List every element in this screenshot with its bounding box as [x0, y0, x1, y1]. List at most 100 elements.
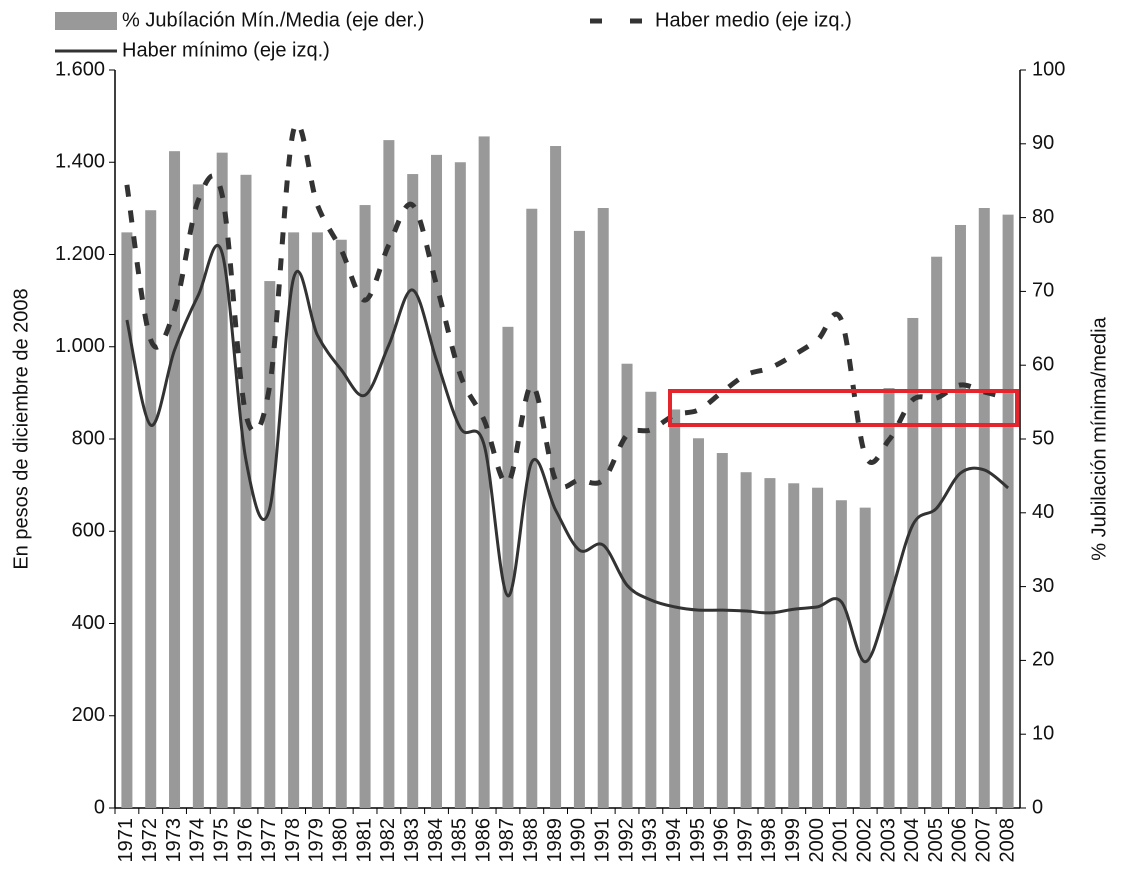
x-tick-label: 1980: [330, 818, 352, 863]
bar: [573, 230, 585, 808]
y2-tick-label: 0: [1032, 796, 1043, 818]
bar: [812, 487, 824, 808]
x-tick-label: 1997: [734, 818, 756, 863]
x-tick-label: 1984: [425, 818, 447, 863]
x-tick-label: 1985: [449, 818, 471, 863]
bar: [478, 136, 490, 809]
x-tick-label: 2002: [853, 818, 875, 863]
y-tick-label: 0: [94, 796, 105, 818]
x-tick-label: 2006: [949, 818, 971, 863]
x-tick-label: 1976: [234, 818, 256, 863]
legend-label: Haber medio (eje izq.): [655, 9, 852, 31]
bar: [359, 205, 371, 808]
bar: [383, 140, 395, 809]
y-tick-label: 1.000: [55, 335, 105, 357]
x-tick-label: 1994: [663, 818, 685, 863]
bar: [931, 256, 943, 808]
x-tick-label: 1981: [353, 818, 375, 863]
y2-tick-label: 80: [1032, 206, 1054, 228]
dashed-line: [124, 121, 1009, 490]
bar: [216, 152, 228, 808]
bar: [978, 208, 990, 809]
bar: [145, 210, 157, 809]
y2-tick-label: 40: [1032, 501, 1054, 523]
y-axis-label: En pesos de diciembre de 2008: [10, 288, 32, 569]
x-tick-label: 2008: [996, 818, 1018, 863]
bar: [240, 174, 252, 808]
bar: [740, 472, 752, 808]
bar: [526, 208, 538, 808]
x-tick-label: 2003: [877, 818, 899, 863]
y2-tick-label: 60: [1032, 353, 1054, 375]
legend-label: Haber mínimo (eje izq.): [122, 39, 330, 61]
bar: [169, 151, 181, 808]
x-tick-label: 1975: [210, 818, 232, 863]
x-tick-label: 1991: [592, 818, 614, 863]
bar: [835, 500, 847, 808]
y-tick-label: 1.600: [55, 58, 105, 80]
bar: [454, 162, 466, 808]
x-tick-label: 2000: [806, 818, 828, 863]
bar: [907, 317, 919, 808]
y2-tick-label: 10: [1032, 722, 1054, 744]
x-tick-label: 2001: [830, 818, 852, 863]
bar: [764, 478, 776, 808]
x-tick-label: 1987: [496, 818, 518, 863]
legend-label: % Jubílación Mín./Media (eje der.): [122, 9, 424, 31]
x-tick-label: 1973: [163, 818, 185, 863]
y2-tick-label: 20: [1032, 649, 1054, 671]
bar: [597, 208, 609, 809]
x-tick-label: 1993: [639, 818, 661, 863]
x-tick-label: 1982: [377, 818, 399, 863]
bar: [859, 507, 871, 808]
x-tick-label: 2004: [901, 818, 923, 863]
line: [125, 243, 1010, 664]
bar: [288, 232, 300, 809]
bar: [669, 409, 681, 808]
x-tick-label: 1999: [782, 818, 804, 863]
x-tick-label: 1971: [115, 818, 137, 863]
bar: [431, 154, 443, 808]
x-tick-label: 1989: [544, 818, 566, 863]
bar: [311, 232, 323, 809]
y-tick-label: 1.200: [55, 243, 105, 265]
x-tick-label: 1977: [258, 818, 280, 863]
y-tick-label: 800: [72, 427, 105, 449]
bar: [121, 232, 133, 809]
x-tick-label: 1990: [568, 818, 590, 863]
bar: [264, 281, 276, 808]
bar: [192, 184, 204, 808]
y-tick-label: 1.400: [55, 151, 105, 173]
x-tick-label: 1992: [615, 818, 637, 863]
x-tick-label: 2005: [925, 818, 947, 863]
bar: [716, 453, 728, 808]
y2-tick-label: 100: [1032, 58, 1065, 80]
bar: [954, 224, 966, 809]
bar: [692, 438, 704, 808]
legend-swatch: [55, 12, 117, 30]
x-tick-label: 1996: [711, 818, 733, 863]
bar: [407, 174, 419, 809]
x-tick-label: 1979: [306, 818, 328, 863]
x-tick-label: 2007: [973, 818, 995, 863]
x-tick-label: 1974: [187, 818, 209, 863]
x-tick-label: 1986: [472, 818, 494, 863]
y2-tick-label: 90: [1032, 132, 1054, 154]
x-tick-label: 1972: [139, 818, 161, 863]
highlight-box: [668, 389, 1019, 427]
y-tick-label: 400: [72, 612, 105, 634]
x-tick-label: 1998: [758, 818, 780, 863]
bar: [502, 326, 514, 808]
x-tick-label: 1995: [687, 818, 709, 863]
x-tick-label: 1988: [520, 818, 542, 863]
y2-axis-label: % Jubilación mínima/media: [1088, 316, 1110, 560]
y2-tick-label: 30: [1032, 575, 1054, 597]
bar: [1002, 214, 1014, 808]
x-tick-label: 1983: [401, 818, 423, 863]
x-tick-label: 1978: [282, 818, 304, 863]
bar: [788, 483, 800, 808]
y2-tick-label: 50: [1032, 427, 1054, 449]
y2-tick-label: 70: [1032, 280, 1054, 302]
bar: [335, 239, 347, 809]
